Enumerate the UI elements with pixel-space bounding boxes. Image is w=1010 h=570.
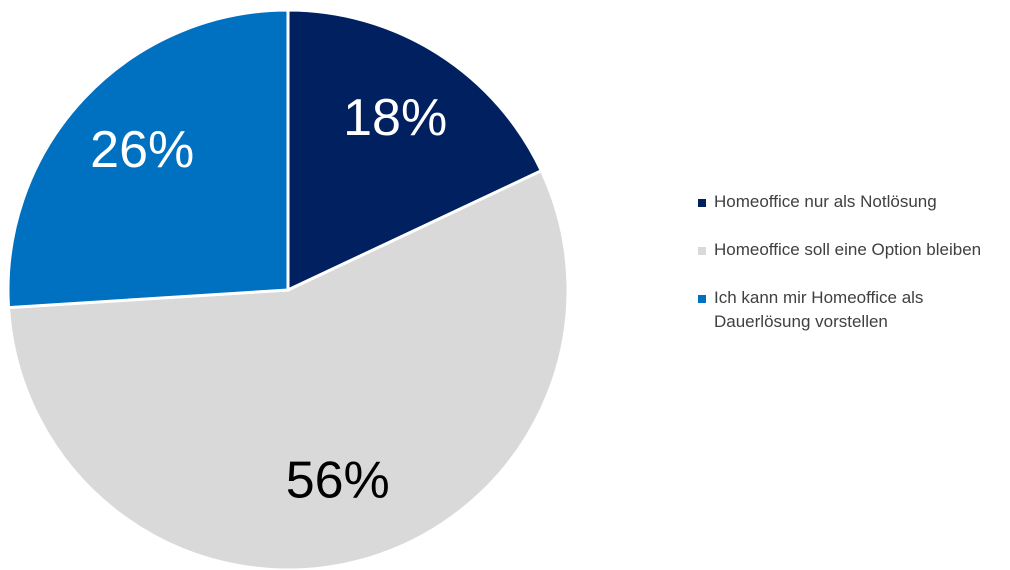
legend-swatch (698, 199, 706, 207)
legend-label: Homeoffice nur als Notlösung (714, 192, 937, 211)
pie-slice (6, 168, 570, 570)
pie-slice (6, 8, 290, 310)
data-label: 56% (286, 451, 390, 509)
data-label: 18% (343, 89, 447, 147)
legend-swatch (698, 295, 706, 303)
data-label: 26% (90, 121, 194, 179)
legend-swatch (698, 247, 706, 255)
legend-item: Ich kann mir Homeoffice als Dauerlösung … (698, 286, 998, 334)
pie-slice (286, 8, 544, 293)
legend-label: Homeoffice soll eine Option bleiben (714, 240, 982, 259)
legend-label: Ich kann mir Homeoffice als Dauerlösung … (714, 288, 924, 331)
legend: Homeoffice nur als Notlösung Homeoffice s… (698, 190, 998, 358)
legend-item: Homeoffice soll eine Option bleiben (698, 238, 998, 262)
legend-item: Homeoffice nur als Notlösung (698, 190, 998, 214)
